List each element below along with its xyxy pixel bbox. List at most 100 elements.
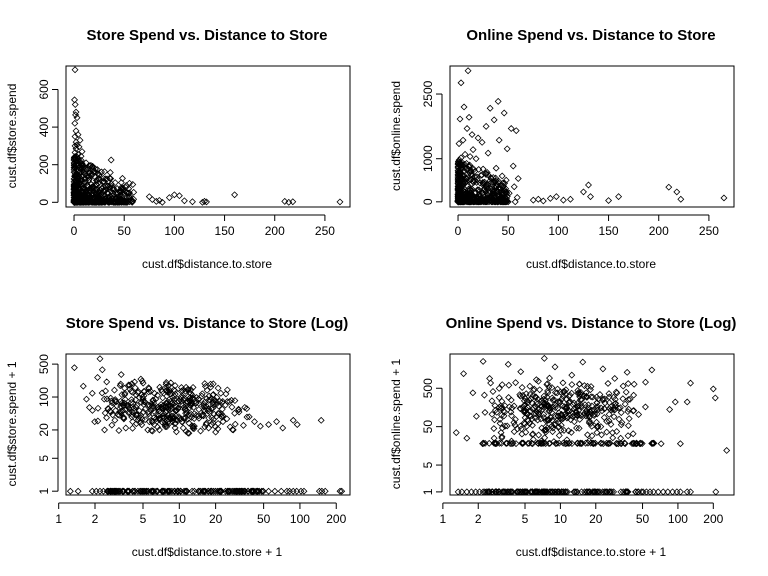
data-point [297, 487, 305, 495]
data-point [229, 426, 236, 434]
data-point [103, 189, 111, 197]
data-point [103, 197, 111, 205]
data-point [184, 429, 192, 437]
data-point [226, 398, 233, 406]
data-point [581, 488, 589, 496]
data-point [116, 188, 124, 196]
data-point [467, 488, 475, 496]
y-axis-label: cust.df$store.spend [5, 84, 19, 189]
data-point [152, 395, 160, 403]
data-point [593, 410, 601, 418]
data-point [540, 395, 548, 403]
data-point [222, 390, 230, 398]
data-point [657, 440, 665, 448]
x-tick-label: 250 [315, 224, 335, 238]
data-point [151, 389, 158, 397]
data-point [591, 410, 599, 418]
data-point [107, 156, 115, 164]
data-point [533, 400, 541, 408]
data-point [535, 410, 543, 418]
data-point [517, 405, 525, 413]
data-point [137, 418, 145, 426]
data-point [589, 439, 597, 447]
data-point [215, 487, 223, 495]
data-point [598, 431, 606, 439]
data-point [605, 410, 613, 418]
data-point [181, 487, 189, 495]
data-point [527, 488, 535, 496]
data-point [536, 386, 544, 394]
data-point [546, 488, 554, 496]
data-point [560, 426, 568, 434]
data-point [463, 165, 471, 173]
x-tick-label: 1 [440, 512, 447, 526]
data-point [552, 193, 560, 201]
data-point [78, 168, 86, 176]
data-point [162, 379, 170, 386]
data-point [649, 439, 657, 447]
data-point [455, 140, 463, 148]
data-point [541, 434, 549, 442]
data-point [251, 418, 258, 426]
x-tick-label: 250 [699, 224, 719, 238]
data-point [146, 402, 154, 410]
data-point [642, 378, 649, 386]
data-point [616, 404, 624, 412]
data-point [88, 487, 96, 495]
y-tick-label: 0 [421, 198, 435, 205]
data-point [495, 403, 503, 411]
data-point [88, 163, 96, 171]
data-point [540, 354, 548, 362]
data-point [683, 398, 691, 406]
data-point [202, 421, 210, 428]
data-point [150, 399, 158, 407]
data-point [101, 181, 109, 189]
data-point [152, 415, 160, 423]
data-point [215, 402, 223, 410]
data-point [529, 405, 537, 413]
data-point [608, 488, 616, 496]
data-point [71, 101, 79, 109]
chart-title: Online Spend vs. Distance to Store [466, 27, 715, 44]
data-point [70, 197, 78, 205]
data-point [153, 417, 161, 425]
data-point [481, 488, 489, 496]
data-point [545, 404, 553, 412]
data-point [103, 395, 111, 403]
data-point [211, 423, 219, 431]
data-point [277, 487, 285, 495]
data-point [546, 374, 553, 382]
data-point [550, 396, 558, 404]
data-point [623, 488, 631, 496]
data-point [104, 487, 112, 495]
data-point [118, 391, 126, 399]
data-point [185, 429, 193, 437]
data-point [71, 177, 79, 185]
data-point [79, 189, 86, 197]
data-point [286, 487, 294, 495]
x-tick-label: 200 [703, 512, 723, 526]
data-point [91, 418, 99, 426]
data-point [240, 487, 248, 495]
data-point [514, 425, 521, 433]
data-point [66, 487, 74, 495]
data-point [163, 487, 171, 495]
chart-title: Store Spend vs. Distance to Store [87, 27, 328, 44]
data-point [528, 399, 536, 407]
data-point [583, 407, 591, 415]
data-point [241, 487, 249, 495]
data-point [553, 439, 561, 447]
y-tick-label: 500 [37, 354, 51, 374]
data-point [518, 488, 526, 496]
data-point [205, 392, 213, 400]
data-point [630, 391, 638, 399]
data-point [518, 430, 526, 438]
data-point [235, 408, 243, 416]
data-point [540, 410, 548, 418]
data-point [582, 439, 590, 447]
data-point [106, 487, 114, 495]
data-point [464, 67, 472, 75]
data-point [541, 488, 549, 496]
data-point [580, 188, 587, 196]
